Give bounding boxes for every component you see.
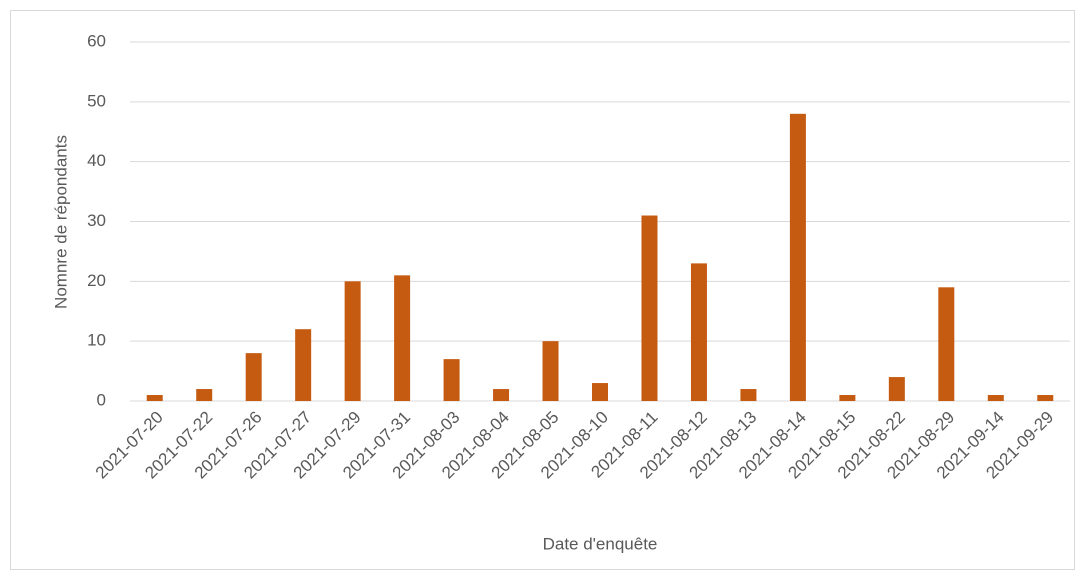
y-tick-label: 10 <box>87 331 106 350</box>
bar <box>394 275 411 401</box>
bar <box>888 377 905 401</box>
bar <box>987 395 1004 401</box>
bar <box>641 215 658 401</box>
bar <box>839 395 856 401</box>
y-tick-label: 40 <box>87 151 106 170</box>
y-axis-label: Nomnre de répondants <box>51 135 70 309</box>
bar <box>196 389 213 401</box>
bar <box>740 389 757 401</box>
y-tick-label: 20 <box>87 271 106 290</box>
bar <box>592 383 608 401</box>
bar <box>344 281 361 401</box>
bar <box>938 287 955 401</box>
y-tick-label: 50 <box>87 91 106 110</box>
bar <box>146 395 163 401</box>
bar <box>542 341 559 401</box>
bar <box>1037 395 1054 401</box>
bar <box>690 263 707 401</box>
x-axis-label: Date d'enquête <box>543 534 658 553</box>
y-tick-label: 0 <box>97 390 106 409</box>
y-tick-label: 30 <box>87 211 106 230</box>
bar <box>789 113 806 402</box>
bar <box>245 353 262 401</box>
y-tick-label: 60 <box>87 31 106 50</box>
bar <box>443 359 460 401</box>
bar <box>493 389 510 401</box>
chart-border <box>10 10 1075 570</box>
bar <box>295 329 312 401</box>
